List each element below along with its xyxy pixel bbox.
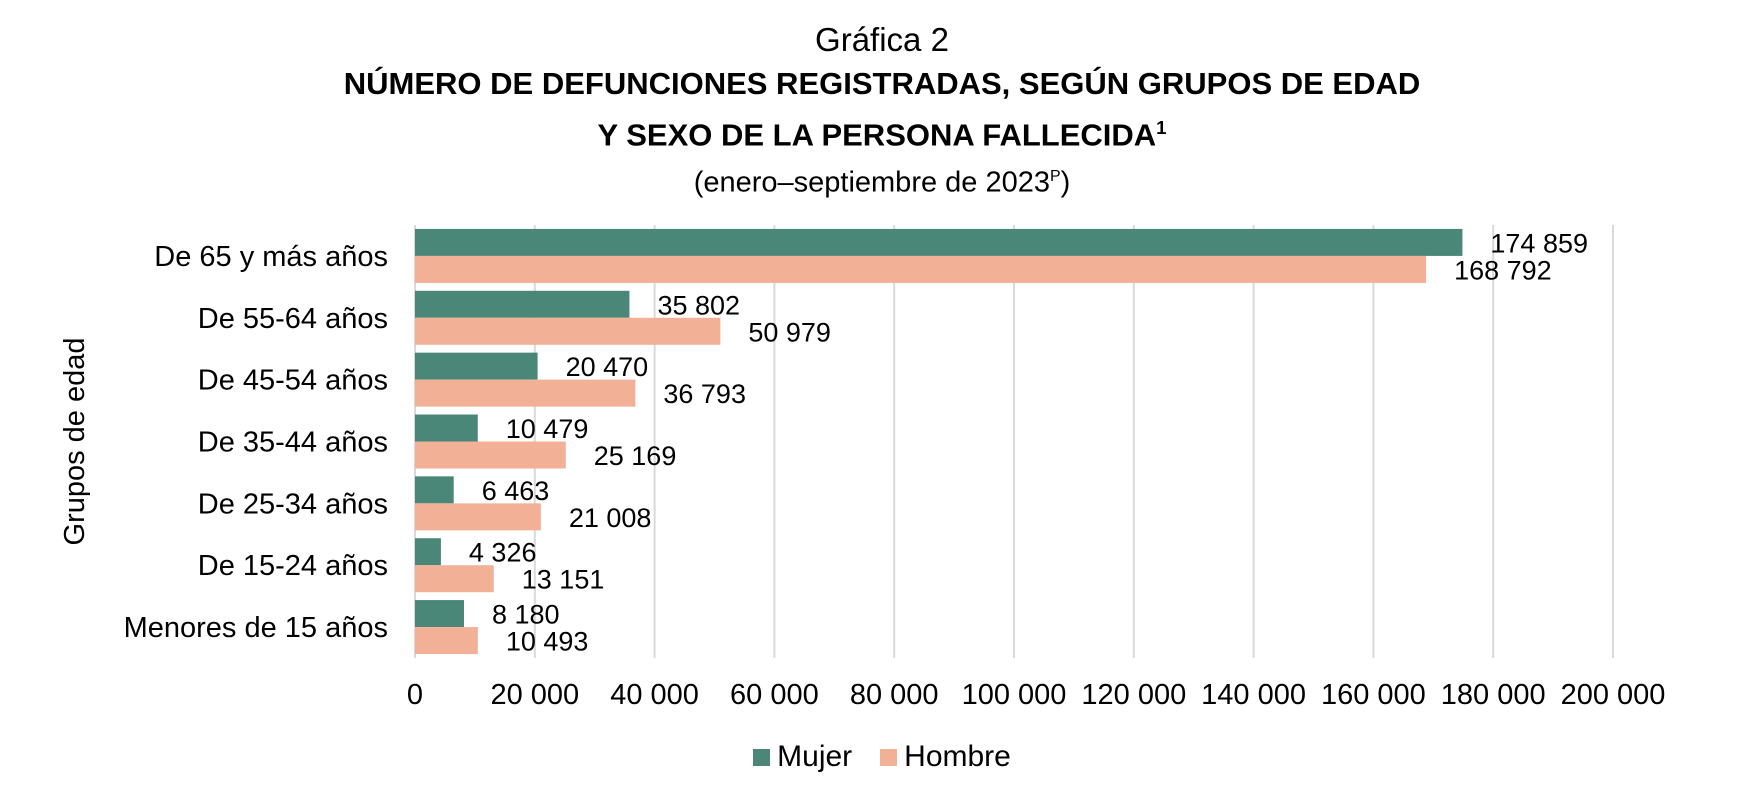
bar-hombre (415, 255, 1427, 283)
data-label-hombre: 25 169 (594, 441, 677, 471)
footnote-marker: 1 (1156, 117, 1167, 138)
legend-item-hombre: Hombre (880, 740, 1011, 774)
category-label: De 45-54 años (198, 365, 388, 397)
legend-item-mujer: Mujer (753, 740, 852, 774)
chart-title-line2: y sexo de la persona fallecida (597, 117, 1157, 153)
chart-label: Gráfica 2 (815, 21, 949, 58)
chart-title: Número de defunciones registradas, según… (0, 62, 1764, 106)
bar-hombre (415, 503, 541, 531)
bar-mujer (415, 352, 538, 380)
period-text: (enero–septiembre de 2023 (693, 166, 1050, 199)
data-label-hombre: 10 493 (506, 627, 589, 657)
data-label-mujer: 6 463 (482, 476, 550, 506)
y-axis-title: Grupos de edad (59, 338, 91, 546)
category-label: De 65 y más años (154, 241, 388, 273)
category-label: Menores de 15 años (124, 612, 388, 644)
x-tick-label: 120 000 (1081, 679, 1186, 711)
bar-mujer (415, 228, 1463, 256)
data-label-hombre: 50 979 (748, 317, 831, 347)
x-tick-label: 0 (407, 679, 423, 711)
data-label-hombre: 168 792 (1454, 255, 1552, 285)
x-tick-label: 180 000 (1441, 679, 1546, 711)
bar-mujer (415, 538, 441, 566)
legend-label-hombre: Hombre (904, 740, 1011, 773)
chart-title-2: y sexo de la persona fallecida1 (0, 106, 1764, 157)
chart-period: (enero–septiembre de 2023P) (0, 157, 1764, 203)
bar-hombre (415, 441, 566, 469)
category-label: De 15-24 años (198, 550, 388, 582)
chart-title-line1: Número de defunciones registradas, según… (343, 66, 1421, 101)
data-label-hombre: 36 793 (663, 379, 746, 409)
bar-hombre (415, 317, 721, 345)
data-label-mujer: 20 470 (566, 352, 649, 382)
data-label-mujer: 35 802 (657, 290, 740, 320)
bar-hombre (415, 627, 478, 655)
data-label-hombre: 13 151 (522, 565, 605, 595)
x-tick-label: 160 000 (1321, 679, 1426, 711)
bar-hombre (415, 565, 494, 593)
legend-swatch-mujer (753, 748, 771, 766)
category-label: De 55-64 años (198, 303, 388, 335)
preliminary-marker: P (1050, 168, 1061, 186)
bar-hombre (415, 379, 636, 407)
data-label-mujer: 174 859 (1490, 228, 1588, 258)
data-label-mujer: 4 326 (469, 538, 537, 568)
bar-mujer (415, 290, 630, 318)
legend-swatch-hombre (880, 748, 898, 766)
category-label: De 25-34 años (198, 488, 388, 520)
x-tick-label: 40 000 (610, 679, 699, 711)
legend-label-mujer: Mujer (777, 740, 853, 773)
x-tick-label: 140 000 (1201, 679, 1306, 711)
category-label: De 35-44 años (198, 427, 388, 459)
x-tick-label: 200 000 (1561, 679, 1666, 711)
chart-titles: Gráfica 2 Número de defunciones registra… (0, 18, 1764, 203)
data-label-mujer: 8 180 (492, 600, 560, 630)
bar-mujer (415, 600, 464, 628)
legend: Mujer Hombre (0, 740, 1764, 774)
x-tick-label: 20 000 (490, 679, 579, 711)
period-end: ) (1060, 166, 1071, 199)
bar-mujer (415, 414, 478, 442)
x-tick-label: 80 000 (850, 679, 939, 711)
data-label-hombre: 21 008 (569, 503, 652, 533)
data-label-mujer: 10 479 (506, 414, 589, 444)
bar-mujer (415, 476, 454, 504)
x-tick-label: 60 000 (730, 679, 819, 711)
x-tick-label: 100 000 (962, 679, 1067, 711)
